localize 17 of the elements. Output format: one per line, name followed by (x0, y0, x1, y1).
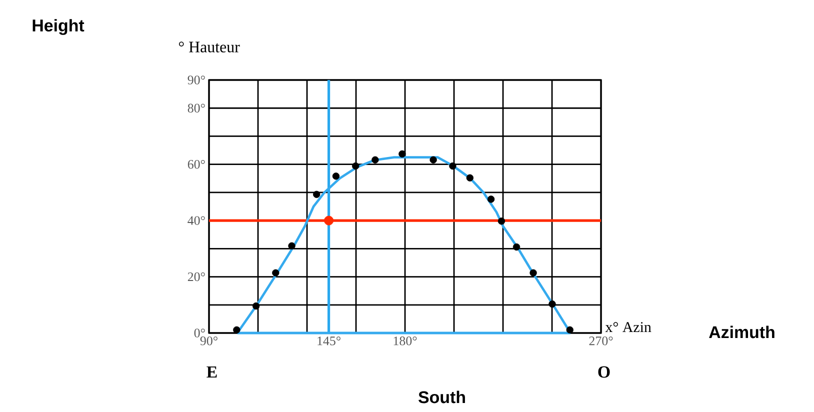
x-tick-label: 145° (318, 336, 340, 346)
x-tick-label: 270° (589, 336, 613, 346)
y-tick-label: 0° (194, 328, 205, 338)
y-axis-title: ° Hauteur (178, 42, 240, 52)
text: O (598, 366, 610, 378)
y-tick-label: 60° (188, 160, 205, 169)
x-axis-title: x° Azin (605, 322, 652, 332)
text: South (418, 390, 465, 404)
text: E (206, 366, 217, 378)
y-tick-label: 80° (188, 104, 205, 112)
x-tick-label: 180° (394, 336, 417, 346)
y-tick-label: 40° (188, 216, 205, 225)
y-tick-label: 20° (188, 272, 205, 282)
y-tick-label: 90° (188, 76, 205, 84)
x-tick-label: 90° (200, 336, 218, 346)
text: Height (32, 19, 84, 35)
text: Azimuth (709, 326, 774, 338)
